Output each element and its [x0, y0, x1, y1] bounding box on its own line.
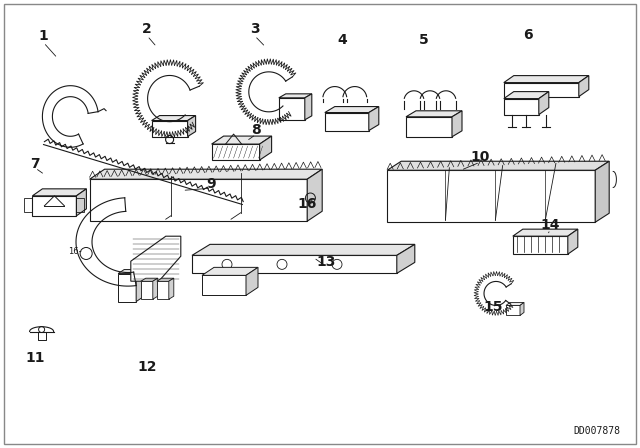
Text: 13: 13	[317, 255, 336, 269]
Polygon shape	[118, 270, 142, 274]
Polygon shape	[579, 76, 589, 97]
Polygon shape	[506, 302, 524, 306]
Polygon shape	[246, 267, 258, 295]
Polygon shape	[202, 267, 258, 276]
Text: 1: 1	[38, 29, 49, 43]
Polygon shape	[192, 255, 397, 273]
Bar	[76, 198, 84, 212]
Polygon shape	[504, 99, 539, 115]
Polygon shape	[157, 278, 174, 281]
Polygon shape	[131, 236, 181, 281]
Polygon shape	[118, 274, 136, 302]
Polygon shape	[152, 121, 188, 137]
Polygon shape	[369, 107, 379, 130]
Polygon shape	[152, 116, 196, 121]
Polygon shape	[513, 229, 578, 236]
Polygon shape	[504, 76, 589, 82]
Bar	[24, 198, 33, 212]
Polygon shape	[325, 112, 369, 130]
Polygon shape	[568, 229, 578, 254]
Text: 8: 8	[251, 123, 261, 137]
Text: 16: 16	[298, 197, 317, 211]
Polygon shape	[260, 136, 271, 160]
Polygon shape	[539, 91, 548, 115]
Polygon shape	[188, 116, 196, 137]
Polygon shape	[279, 98, 305, 120]
Polygon shape	[153, 278, 158, 299]
Polygon shape	[202, 276, 246, 295]
Text: 2: 2	[142, 22, 152, 36]
Polygon shape	[387, 161, 609, 170]
Text: 12: 12	[138, 360, 157, 375]
Polygon shape	[33, 189, 86, 196]
Polygon shape	[90, 169, 322, 179]
Polygon shape	[169, 278, 174, 299]
Polygon shape	[279, 94, 312, 98]
Polygon shape	[136, 270, 142, 302]
Polygon shape	[212, 144, 260, 160]
Polygon shape	[397, 244, 415, 273]
Polygon shape	[90, 179, 307, 221]
Text: 11: 11	[26, 351, 45, 366]
Polygon shape	[504, 82, 579, 97]
Text: 4: 4	[337, 33, 348, 47]
Text: 16-: 16-	[68, 247, 82, 256]
Polygon shape	[212, 136, 271, 144]
Polygon shape	[452, 111, 462, 137]
Polygon shape	[157, 281, 169, 299]
Text: 9: 9	[206, 177, 216, 191]
Polygon shape	[387, 170, 595, 222]
Text: 14: 14	[541, 218, 560, 232]
Polygon shape	[141, 281, 153, 299]
Polygon shape	[506, 306, 520, 315]
Text: DD007878: DD007878	[573, 426, 620, 436]
Polygon shape	[520, 302, 524, 315]
Polygon shape	[192, 244, 415, 255]
Polygon shape	[76, 189, 86, 216]
Polygon shape	[406, 111, 462, 117]
Polygon shape	[504, 91, 548, 99]
Text: 6: 6	[523, 28, 533, 42]
Polygon shape	[305, 94, 312, 120]
Polygon shape	[513, 236, 568, 254]
Text: 15: 15	[483, 300, 502, 314]
Text: 3: 3	[250, 22, 260, 36]
Polygon shape	[33, 196, 76, 216]
Text: 10: 10	[470, 150, 490, 164]
Polygon shape	[325, 107, 379, 112]
Polygon shape	[406, 117, 452, 137]
Polygon shape	[307, 169, 322, 221]
Polygon shape	[141, 278, 158, 281]
Text: 7: 7	[30, 156, 40, 171]
Text: 5: 5	[419, 33, 429, 47]
Polygon shape	[595, 161, 609, 222]
